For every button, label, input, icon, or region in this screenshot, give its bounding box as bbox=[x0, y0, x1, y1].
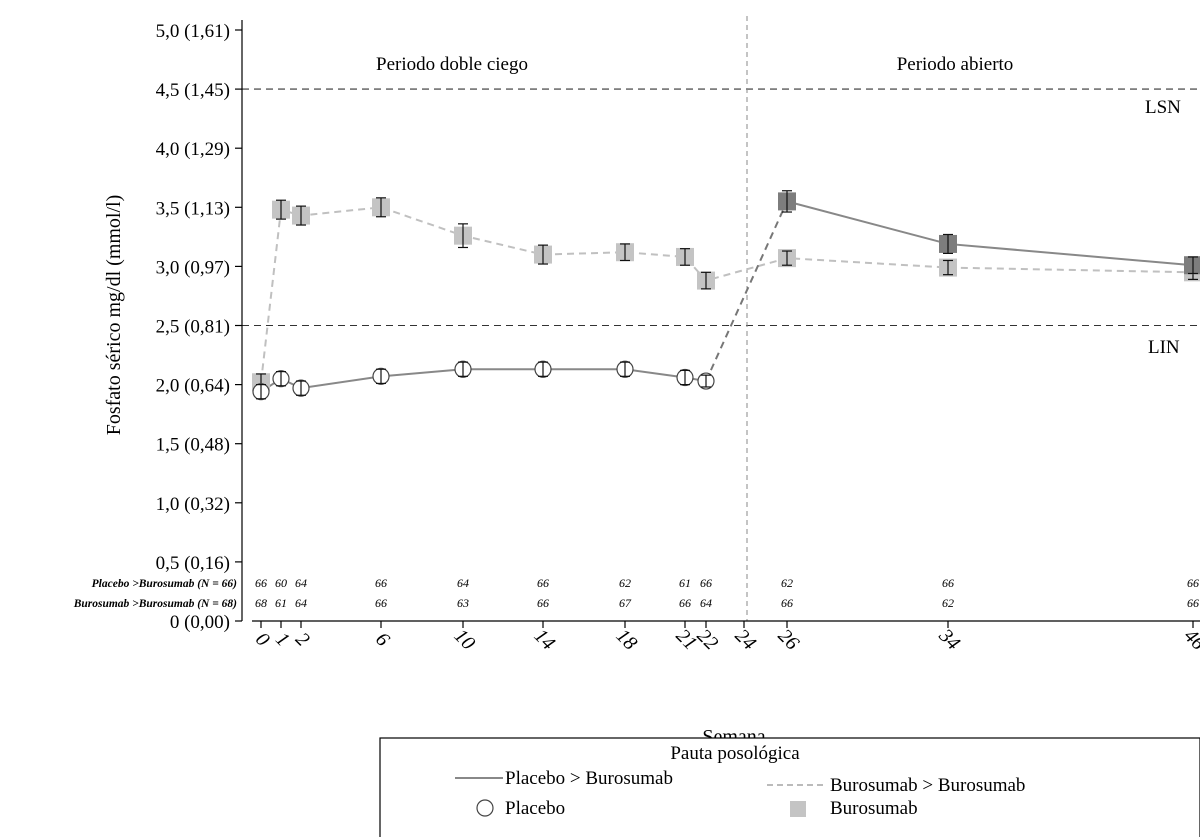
y-axis-label: Fosfato sérico mg/dl (mmol/l) bbox=[103, 195, 125, 436]
y-tick-label: 3,5 (1,13) bbox=[156, 198, 230, 219]
risk-count: 60 bbox=[275, 576, 287, 590]
risk-count: 66 bbox=[781, 596, 793, 610]
y-tick-label: 0 (0,00) bbox=[170, 612, 230, 633]
y-tick-label: 4,0 (1,29) bbox=[156, 139, 230, 160]
lsn-label: LSN bbox=[1145, 97, 1181, 118]
y-tick-label: 1,0 (0,32) bbox=[156, 494, 230, 515]
risk-count: 67 bbox=[619, 596, 632, 610]
risk-count: 62 bbox=[619, 576, 631, 590]
risk-count: 63 bbox=[457, 596, 469, 610]
risk-count: 66 bbox=[375, 576, 387, 590]
x-tick-label: 22 bbox=[693, 625, 723, 655]
risk-count: 66 bbox=[537, 576, 549, 590]
risk-label-burosumab: Burosumab >Burosumab (N = 68) bbox=[73, 598, 237, 610]
risk-count: 66 bbox=[1187, 576, 1199, 590]
x-tick-label: 6 bbox=[371, 628, 394, 651]
y-tick-label: 1,5 (0,48) bbox=[156, 435, 230, 456]
period-label-open: Periodo abierto bbox=[897, 54, 1014, 75]
axes: 0 (0,00) 0,5 (0,16) 1,0 (0,32) 1,5 (0,48) 2,… bbox=[156, 20, 1200, 654]
x-tick-label: 14 bbox=[530, 625, 560, 655]
risk-count: 66 bbox=[375, 596, 387, 610]
y-tick-label: 2,5 (0,81) bbox=[156, 317, 230, 338]
series-line-burosumab bbox=[260, 206, 1194, 383]
y-tick-label: 4,5 (1,45) bbox=[156, 80, 230, 101]
risk-count: 66 bbox=[1187, 596, 1199, 610]
risk-count: 64 bbox=[700, 596, 712, 610]
risk-count: 62 bbox=[781, 576, 793, 590]
reference-lines bbox=[242, 16, 1200, 621]
legend-marker-placebo bbox=[476, 799, 494, 817]
series-line-placebo-open bbox=[786, 200, 1194, 267]
risk-count: 64 bbox=[295, 576, 307, 590]
x-tick-label: 1 bbox=[271, 628, 294, 651]
x-tick-label: 2 bbox=[291, 628, 314, 651]
lin-label: LIN bbox=[1148, 337, 1180, 358]
legend-label-burosumab-burosumab: Burosumab > Burosumab bbox=[830, 775, 1025, 796]
legend: Pauta posológica Placebo > Burosumab Bur… bbox=[379, 737, 1200, 837]
legend-label-burosumab: Burosumab bbox=[830, 798, 918, 819]
x-tick-label: 24 bbox=[731, 625, 761, 655]
y-tick-label: 5,0 (1,61) bbox=[156, 21, 230, 42]
legend-box bbox=[379, 737, 1200, 837]
risk-count: 66 bbox=[679, 596, 691, 610]
risk-count: 64 bbox=[295, 596, 307, 610]
risk-count: 66 bbox=[700, 576, 712, 590]
risk-count: 62 bbox=[942, 596, 954, 610]
risk-count: 64 bbox=[457, 576, 469, 590]
y-tick-label: 0,5 (0,16) bbox=[156, 553, 230, 574]
risk-count: 61 bbox=[679, 576, 691, 590]
at-risk-table: 66 60 64 66 64 66 62 61 66 62 66 66 68 61 64 66 63 66 67 66… bbox=[255, 576, 1199, 610]
point-placebo-open bbox=[1184, 256, 1200, 275]
legend-label-placebo: Placebo bbox=[505, 798, 565, 819]
risk-count: 68 bbox=[255, 596, 267, 610]
x-tick-label: 34 bbox=[934, 624, 964, 654]
x-tick-label: 10 bbox=[450, 625, 480, 655]
legend-title: Pauta posológica bbox=[670, 743, 800, 764]
x-tick-label: 26 bbox=[774, 625, 804, 655]
series-layer bbox=[252, 190, 1200, 401]
period-label-double-blind: Periodo doble ciego bbox=[376, 54, 528, 75]
x-tick-label: 0 bbox=[251, 628, 274, 651]
legend-marker-burosumab bbox=[790, 801, 806, 817]
y-tick-label: 3,0 (0,97) bbox=[156, 257, 230, 278]
legend-label-placebo-burosumab: Placebo > Burosumab bbox=[505, 768, 673, 789]
risk-count: 66 bbox=[942, 576, 954, 590]
risk-count: 61 bbox=[275, 596, 287, 610]
risk-label-placebo: Placebo >Burosumab (N = 66) bbox=[92, 578, 238, 590]
series-line-placebo-double-blind bbox=[260, 368, 707, 393]
y-tick-label: 2,0 (0,64) bbox=[156, 376, 230, 397]
series-line-placebo-transition bbox=[705, 200, 788, 382]
x-tick-label: 18 bbox=[612, 625, 642, 655]
x-tick-label: 46 bbox=[1180, 625, 1200, 655]
risk-count: 66 bbox=[255, 576, 267, 590]
risk-count: 66 bbox=[537, 596, 549, 610]
